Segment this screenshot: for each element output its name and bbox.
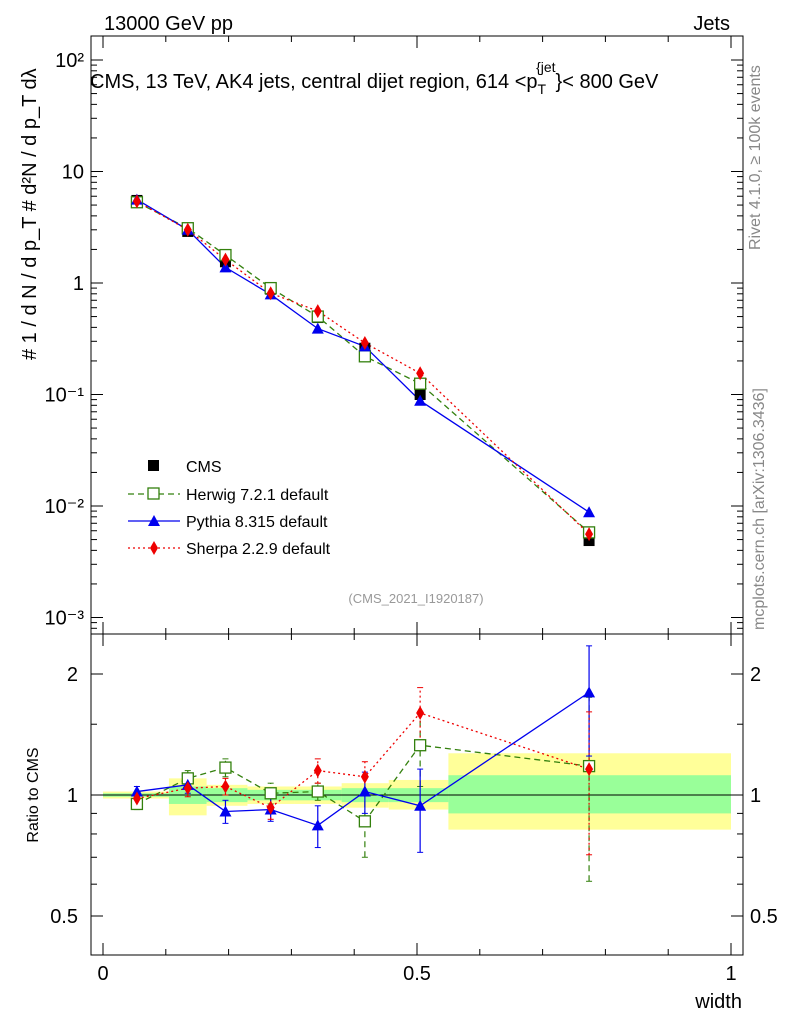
herwig-ratio-point: [219, 761, 232, 774]
sherpa-ratio-point: [416, 705, 425, 720]
sherpa-ratio-point: [221, 779, 230, 794]
pythia-ratio-point: [311, 819, 324, 831]
main-y-tick-label: 10⁻²: [45, 496, 85, 518]
pythia-point: [311, 322, 324, 334]
ratio-y-tick-label: 2: [67, 664, 78, 686]
sherpa-ratio-point: [313, 763, 322, 778]
sherpa-point: [416, 366, 425, 381]
main-y-tick-label: 10: [62, 162, 84, 184]
legend-herwig-marker: [147, 487, 160, 500]
legend: CMS Herwig 7.2.1 default Pythia 8.315 de…: [128, 459, 331, 558]
x-tick-label: 1: [725, 963, 736, 985]
pythia-ratio-point: [219, 805, 232, 817]
main-y-label: # 1 / d N / d p_T # d²N / d p_T dλ: [19, 68, 41, 360]
sherpa-main-line: [136, 200, 590, 535]
pythia-ratio-point: [414, 799, 427, 811]
sherpa-point: [360, 335, 369, 350]
header-left: 13000 GeV pp: [104, 13, 233, 35]
x-tick-label: 0.5: [403, 963, 431, 985]
main-y-tick-label: 10⁻³: [45, 608, 85, 630]
sherpa-ratio-point: [132, 791, 141, 806]
sherpa-point: [183, 222, 192, 237]
sherpa-point: [585, 527, 594, 542]
mcplots-label: mcplots.cern.ch [arXiv:1306.3436]: [751, 388, 768, 630]
sherpa-ratio-point: [266, 800, 275, 815]
herwig-ratio-point: [311, 785, 324, 798]
herwig-point: [358, 350, 372, 363]
legend-pythia-marker: [148, 515, 160, 526]
plot-title: CMS, 13 TeV, AK4 jets, central dijet reg…: [90, 59, 659, 97]
pythia-ratio-line: [136, 691, 590, 827]
pythia-point: [219, 261, 232, 273]
sherpa-point: [221, 252, 230, 267]
pythia-main-line: [136, 199, 590, 513]
main-y-tick-label: 10⁻¹: [45, 385, 85, 407]
main-y-tick-label: 10²: [55, 50, 84, 72]
sherpa-ratio-point: [183, 781, 192, 796]
sherpa-point: [266, 286, 275, 301]
header-right: Jets: [693, 13, 730, 35]
rivet-label: Rivet 4.1.0, ≥ 100k events: [747, 65, 764, 250]
legend-herwig-label: Herwig 7.2.1 default: [186, 487, 329, 504]
legend-cms-marker: [148, 460, 159, 471]
x-tick-label: 0: [97, 963, 108, 985]
sherpa-point: [313, 304, 322, 319]
sherpa-point: [132, 194, 141, 209]
analysis-id: (CMS_2021_I1920187): [348, 591, 483, 606]
sherpa-ratio-point: [360, 769, 369, 784]
ratio-y-tick-label-right: 0.5: [750, 906, 778, 928]
band-inner-7: [448, 775, 731, 814]
pythia-ratio-point: [583, 686, 596, 698]
axes-ticks: 0 0.5 1 10⁻³ 10⁻² 10⁻¹ 1 10 10² 0.5 0.5 1 1 2 2: [45, 36, 778, 985]
herwig-main-line: [136, 201, 590, 533]
main-y-tick-label: 1: [73, 273, 84, 295]
pythia-ratio-point: [130, 785, 143, 797]
cms-point: [414, 389, 426, 400]
herwig-ratio-line: [136, 744, 590, 823]
ratio-y-tick-label-right: 1: [750, 785, 761, 807]
series-layer: [130, 193, 596, 882]
legend-sherpa-label: Sherpa 2.2.9 default: [186, 541, 331, 558]
legend-pythia-label: Pythia 8.315 default: [186, 514, 328, 531]
legend-sherpa-marker: [150, 541, 158, 555]
pythia-point: [414, 394, 427, 406]
ratio-y-tick-label: 0.5: [50, 906, 78, 928]
legend-cms-label: CMS: [186, 459, 222, 476]
sherpa-ratio-point: [585, 762, 594, 777]
ratio-y-tick-label-right: 2: [750, 664, 761, 686]
herwig-ratio-point: [264, 787, 277, 800]
herwig-ratio-point: [358, 815, 372, 828]
pythia-point: [583, 506, 596, 518]
ratio-y-tick-label: 1: [67, 785, 78, 807]
x-axis-label: width: [694, 991, 742, 1013]
pythia-ratio-point: [358, 785, 371, 797]
herwig-ratio-point: [413, 739, 427, 752]
ratio-y-label: Ratio to CMS: [25, 747, 42, 842]
